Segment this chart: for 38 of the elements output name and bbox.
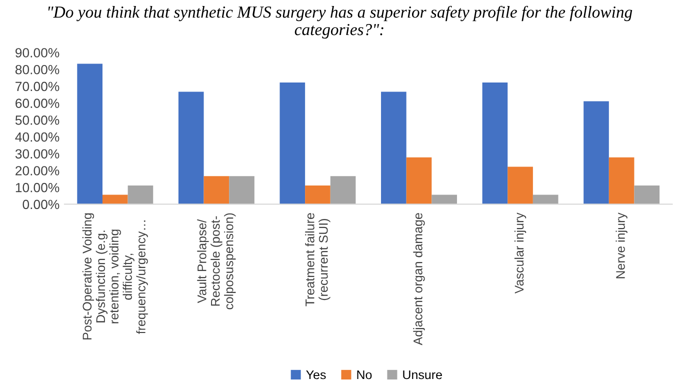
y-tick-label: 10.00%: [16, 182, 60, 192]
bar: [482, 82, 508, 204]
x-tick-label: Adjacent organ damage: [413, 213, 425, 346]
bar: [508, 166, 533, 204]
y-tick-label: 40.00%: [15, 132, 60, 142]
y-tick-label: 80.00%: [15, 64, 60, 74]
legend-label: Unsure: [403, 370, 442, 380]
bar: [584, 101, 609, 204]
bar: [77, 64, 102, 204]
x-tick-label: Nerve injury: [616, 212, 628, 278]
legend-label: Yes: [306, 370, 326, 380]
y-tick-label: 90.00%: [16, 48, 60, 58]
bar: [381, 92, 406, 204]
x-tick-label: Vault Prolapse/ Rectocele (post- colposuspension): [197, 213, 236, 310]
bar: [330, 176, 356, 204]
x-tick-label: Treatment failure (recurrent SUI): [305, 213, 330, 306]
bar: [432, 194, 457, 204]
bar: [102, 194, 128, 204]
x-tick-label: Post-Operative Voiding Dysfunction (e.g. retention, voiding difficulty, frequency/urgency…: [82, 213, 148, 340]
bar: [280, 82, 306, 204]
bar: [634, 186, 660, 204]
y-tick-label: 50.00%: [15, 116, 60, 125]
bar: [608, 157, 634, 204]
bar: [204, 176, 230, 204]
bar: [305, 186, 330, 204]
bar: [128, 186, 154, 204]
y-tick-label: 60.00%: [16, 98, 60, 108]
y-tick-label: 0.00%: [22, 200, 60, 210]
bar: [229, 176, 254, 204]
legend-label: No: [357, 370, 372, 380]
bar: [406, 157, 432, 204]
bar: [532, 194, 558, 204]
y-tick-label: 30.00%: [15, 149, 60, 159]
bar: [178, 92, 204, 204]
y-tick-label: 70.00%: [16, 82, 60, 92]
x-tick-label: Vascular injury: [514, 212, 526, 294]
y-tick-label: 20.00%: [16, 166, 60, 176]
chart-title: "Do you think that synthetic MUS surgery has a superior safety profile for the following categories?":: [48, 6, 632, 39]
